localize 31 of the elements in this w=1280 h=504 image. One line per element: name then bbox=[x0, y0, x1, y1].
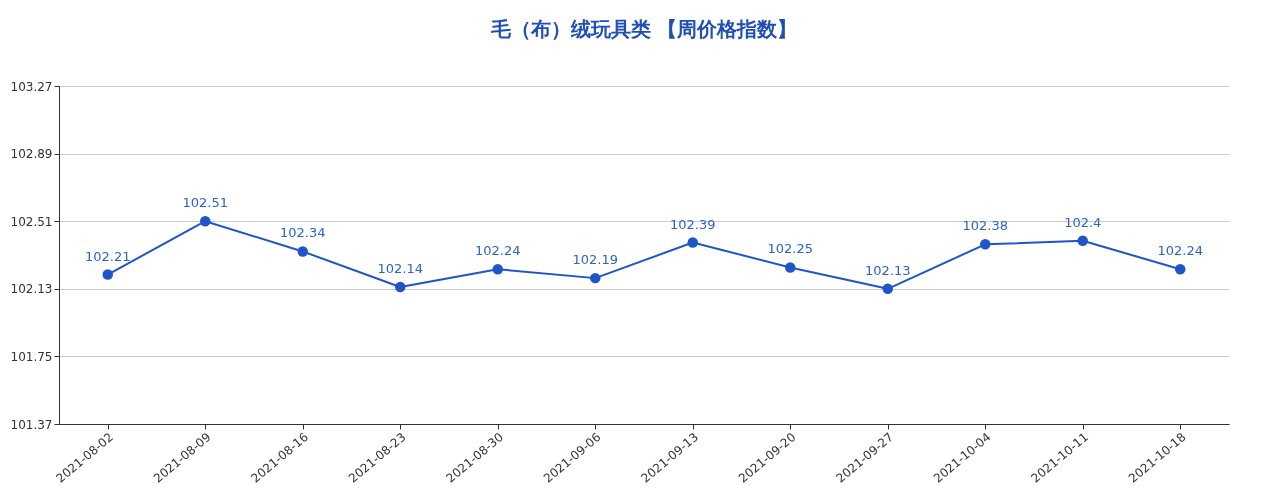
data-label: 102.34 bbox=[280, 225, 326, 241]
point bbox=[590, 272, 601, 284]
data-label: 102.25 bbox=[767, 241, 813, 257]
data-label: 102.4 bbox=[1064, 214, 1102, 230]
y-tick-label: 102.89 bbox=[10, 147, 53, 162]
data-label: 102.39 bbox=[670, 216, 716, 232]
point bbox=[1077, 235, 1088, 246]
y-tick-label: 102.13 bbox=[10, 282, 53, 297]
point bbox=[785, 262, 796, 273]
point bbox=[882, 283, 893, 295]
data-label: 102.24 bbox=[1157, 243, 1203, 259]
y-tick-label: 101.37 bbox=[10, 417, 53, 432]
y-tick-label: 103.27 bbox=[10, 79, 53, 94]
data-label: 102.38 bbox=[962, 218, 1008, 234]
point bbox=[200, 215, 211, 227]
point bbox=[1175, 264, 1186, 275]
data-label: 102.13 bbox=[865, 262, 911, 278]
point bbox=[980, 239, 991, 250]
point bbox=[102, 269, 113, 280]
point bbox=[297, 246, 308, 257]
point bbox=[492, 264, 503, 275]
data-label: 102.19 bbox=[572, 252, 618, 268]
point bbox=[395, 281, 406, 293]
point bbox=[687, 237, 698, 248]
chart-title: 毛（布）绒玩具类 【周价格指数】 bbox=[489, 17, 798, 41]
data-label: 102.24 bbox=[475, 243, 521, 259]
data-label: 102.14 bbox=[377, 261, 423, 277]
data-label: 102.51 bbox=[182, 195, 228, 211]
y-tick-label: 101.75 bbox=[10, 349, 53, 364]
y-tick-label: 102.51 bbox=[10, 214, 53, 229]
data-label: 102.21 bbox=[85, 248, 131, 264]
